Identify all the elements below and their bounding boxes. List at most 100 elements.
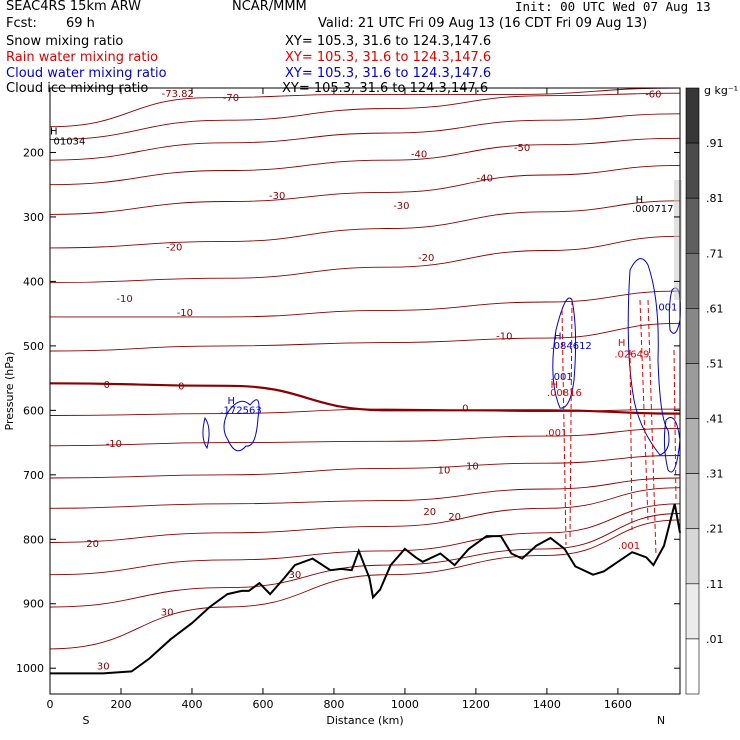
model-title: SEAC4RS 15km ARW — [6, 0, 142, 14]
colorbar-segment — [685, 252, 700, 309]
extremum-label: H — [50, 126, 58, 137]
rain-water-contour — [561, 299, 573, 546]
cloud-features — [202, 180, 682, 556]
contour-label: 30 — [161, 607, 174, 618]
x-tick-label: 1200 — [462, 698, 490, 711]
colorbar-tick-label: .31 — [706, 468, 724, 481]
colorbar-segment — [685, 197, 700, 254]
y-tick-label: 600 — [23, 404, 44, 417]
colorbar-segment — [685, 418, 700, 474]
x-tick-label: 0 — [47, 698, 54, 711]
colorbar-segment — [685, 473, 700, 530]
colorbar-tick-label: .91 — [706, 137, 724, 150]
contour-label: 20 — [448, 512, 461, 523]
colorbar-segment — [685, 638, 700, 695]
contour-label: -50 — [514, 143, 530, 154]
cloud-water-contour — [663, 417, 681, 473]
colorbar-segment — [685, 87, 700, 144]
org-label: NCAR/MMM — [232, 0, 307, 14]
fcst-value: 69 h — [66, 16, 95, 31]
contour-labels: -73.82 -70 -60 -50 -40 -40 -30 -30 -20 -20 -10 -10 -… — [50, 89, 677, 672]
contour-label: -10 — [116, 294, 132, 305]
colorbar-tick-label: .51 — [706, 357, 724, 370]
cloud-water-contour — [627, 258, 670, 456]
y-tick-label: 200 — [23, 146, 44, 159]
colorbar-tick-label: .71 — [706, 247, 724, 260]
extremum-label: .001 — [550, 372, 572, 383]
contour-label: -10 — [177, 308, 193, 319]
contour-label: -70 — [223, 93, 239, 104]
temperature-contour — [49, 137, 681, 186]
x-axis-label: Distance (km) — [326, 714, 403, 727]
extremum-label: .001 — [655, 302, 677, 313]
plot-frame — [49, 87, 681, 695]
x-tick-label: 600 — [252, 698, 273, 711]
extremum-label: .001 — [545, 428, 567, 439]
x-tick-label: 400 — [181, 698, 202, 711]
fcst-label: Fcst: — [6, 16, 37, 31]
valid-time: Valid: 21 UTC Fri 09 Aug 13 (16 CDT Fri … — [318, 16, 648, 31]
north-label: N — [657, 714, 665, 727]
colorbar-tick-label: .11 — [706, 578, 724, 591]
contour-label: -20 — [166, 242, 182, 253]
x-tick-label: 1400 — [533, 698, 561, 711]
y-tick-label: 300 — [23, 211, 44, 224]
field-snow-name: Snow mixing ratio — [6, 34, 124, 49]
colorbar-segment — [685, 363, 700, 419]
x-tick-label: 1000 — [391, 698, 419, 711]
y-tick-label: 700 — [23, 469, 44, 482]
contour-label: -60 — [645, 90, 661, 101]
extremum-label: H — [554, 331, 562, 342]
extremum-label: H — [550, 380, 558, 391]
colorbar-tick-label: .41 — [706, 413, 724, 426]
temperature-contour — [49, 477, 681, 509]
temperature-contour — [49, 92, 681, 141]
contour-label: -40 — [477, 173, 493, 184]
temperature-contour — [49, 519, 681, 650]
extremum-label: .001 — [618, 541, 640, 552]
axes: 0 200 400 600 800 1000 1200 1400 160020030040050… — [3, 87, 681, 727]
terrain-line — [50, 503, 681, 675]
contour-label: 0 — [462, 404, 468, 415]
colorbar-tick-label: .01 — [706, 633, 724, 646]
contour-label: -10 — [106, 439, 122, 450]
temperature-contour — [49, 455, 681, 479]
temperature-contour — [49, 322, 681, 352]
y-tick-label: 1000 — [16, 662, 44, 675]
contour-label: 10 — [466, 462, 479, 473]
field-rain-xy: XY= 105.3, 31.6 to 124.3,147.6 — [285, 50, 492, 65]
extremum-label: .084612 — [550, 341, 591, 352]
x-tick-label: 800 — [323, 698, 344, 711]
snow-shading — [674, 180, 682, 300]
cloud-water-contour — [202, 399, 260, 452]
colorbar-tick-label: .21 — [706, 523, 724, 536]
extremum-label: .172563 — [220, 406, 261, 417]
south-label: S — [83, 714, 90, 727]
y-tick-label: 400 — [23, 275, 44, 288]
colorbar-unit: g kg⁻¹ — [704, 84, 738, 97]
y-tick-label: 900 — [23, 598, 44, 611]
field-rain-name: Rain water mixing ratio — [6, 50, 159, 65]
extremum-label: .02649 — [614, 349, 649, 360]
rain-water-contour — [629, 299, 677, 556]
x-tick-label: 1600 — [604, 698, 632, 711]
temperature-contour — [49, 503, 681, 576]
terrain — [50, 503, 681, 675]
contour-label: -30 — [269, 191, 285, 202]
temperature-contour — [49, 427, 681, 447]
extremum-label: H — [227, 396, 235, 407]
colorbar: .91 .81 .71 .61 .51 .41 .31 .21 .11 .01 g kg⁻¹ — [685, 84, 738, 695]
contour-label: -30 — [393, 201, 409, 212]
temperature-contour — [49, 235, 681, 284]
init-time: Init: 00 UTC Wed 07 Aug 13 — [515, 0, 711, 14]
contour-label: -20 — [418, 253, 434, 264]
contour-label: -10 — [496, 331, 512, 342]
y-tick-label: 800 — [23, 533, 44, 546]
contour-label: -40 — [411, 150, 427, 161]
contour-label: 30 — [289, 570, 302, 581]
extremum-label: H — [636, 195, 644, 206]
colorbar-segment — [685, 583, 700, 640]
temperature-contour — [49, 113, 681, 161]
colorbar-segment — [685, 142, 700, 199]
